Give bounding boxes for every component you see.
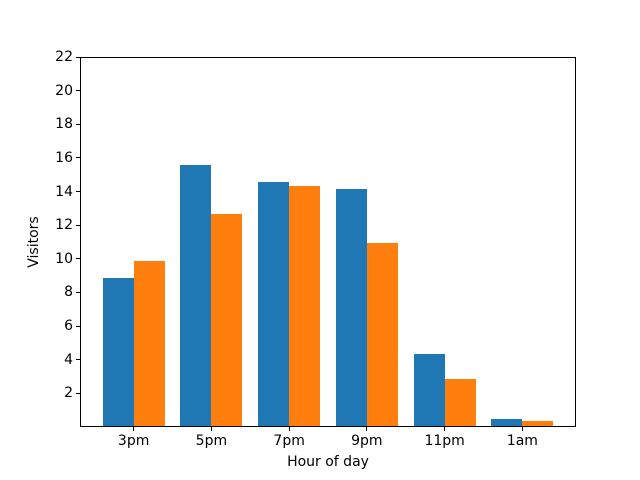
y-tick-label: 16 (55, 149, 73, 166)
bar-series-blue-3pm (102, 278, 134, 426)
y-tick-mark (76, 157, 80, 159)
y-tick-mark (76, 56, 80, 58)
x-tick-label: 5pm (195, 433, 228, 449)
bar-series-orange-9pm (366, 242, 398, 426)
y-tick-mark (76, 325, 80, 327)
y-tick-label: 20 (55, 82, 73, 99)
y-tick-label: 4 (64, 351, 73, 368)
x-tick-label: 3pm (117, 433, 150, 449)
y-tick-mark (76, 291, 80, 293)
y-tick-label: 2 (64, 385, 73, 402)
bar-series-blue-11pm (413, 353, 445, 426)
y-tick-label: 6 (64, 318, 73, 335)
y-tick-label: 12 (55, 217, 73, 234)
x-tick-mark (210, 427, 212, 431)
x-tick-label: 9pm (351, 433, 383, 449)
y-tick-label: 22 (55, 49, 73, 65)
x-tick-label: 1am (506, 433, 538, 449)
x-tick-mark (288, 427, 290, 431)
y-tick-mark (76, 191, 80, 193)
bar-series-blue-7pm (258, 182, 290, 426)
y-tick-mark (76, 123, 80, 125)
bar-series-orange-1am (522, 420, 554, 426)
y-tick-mark (76, 392, 80, 394)
y-tick-label: 10 (55, 250, 73, 267)
y-tick-mark (76, 359, 80, 361)
bar-series-blue-9pm (335, 188, 367, 426)
y-tick-mark (76, 90, 80, 92)
plot-area (80, 57, 576, 427)
x-tick-mark (366, 427, 368, 431)
x-tick-label: 11pm (424, 433, 465, 449)
y-tick-label: 8 (64, 284, 73, 301)
y-tick-mark (76, 258, 80, 260)
bar-series-blue-1am (491, 419, 523, 426)
y-tick-label: 18 (55, 116, 73, 133)
y-tick-mark (76, 224, 80, 226)
bar-series-orange-7pm (289, 185, 321, 426)
x-tick-mark (521, 427, 523, 431)
y-tick-label: 14 (55, 183, 73, 200)
bar-series-orange-3pm (133, 261, 165, 426)
x-tick-mark (444, 427, 446, 431)
x-tick-label: 7pm (273, 433, 305, 449)
bar-series-orange-11pm (444, 378, 476, 426)
bar-series-blue-5pm (180, 165, 212, 426)
x-axis-label: Hour of day (287, 454, 369, 470)
bar-series-orange-5pm (211, 214, 243, 426)
x-tick-mark (133, 427, 135, 431)
